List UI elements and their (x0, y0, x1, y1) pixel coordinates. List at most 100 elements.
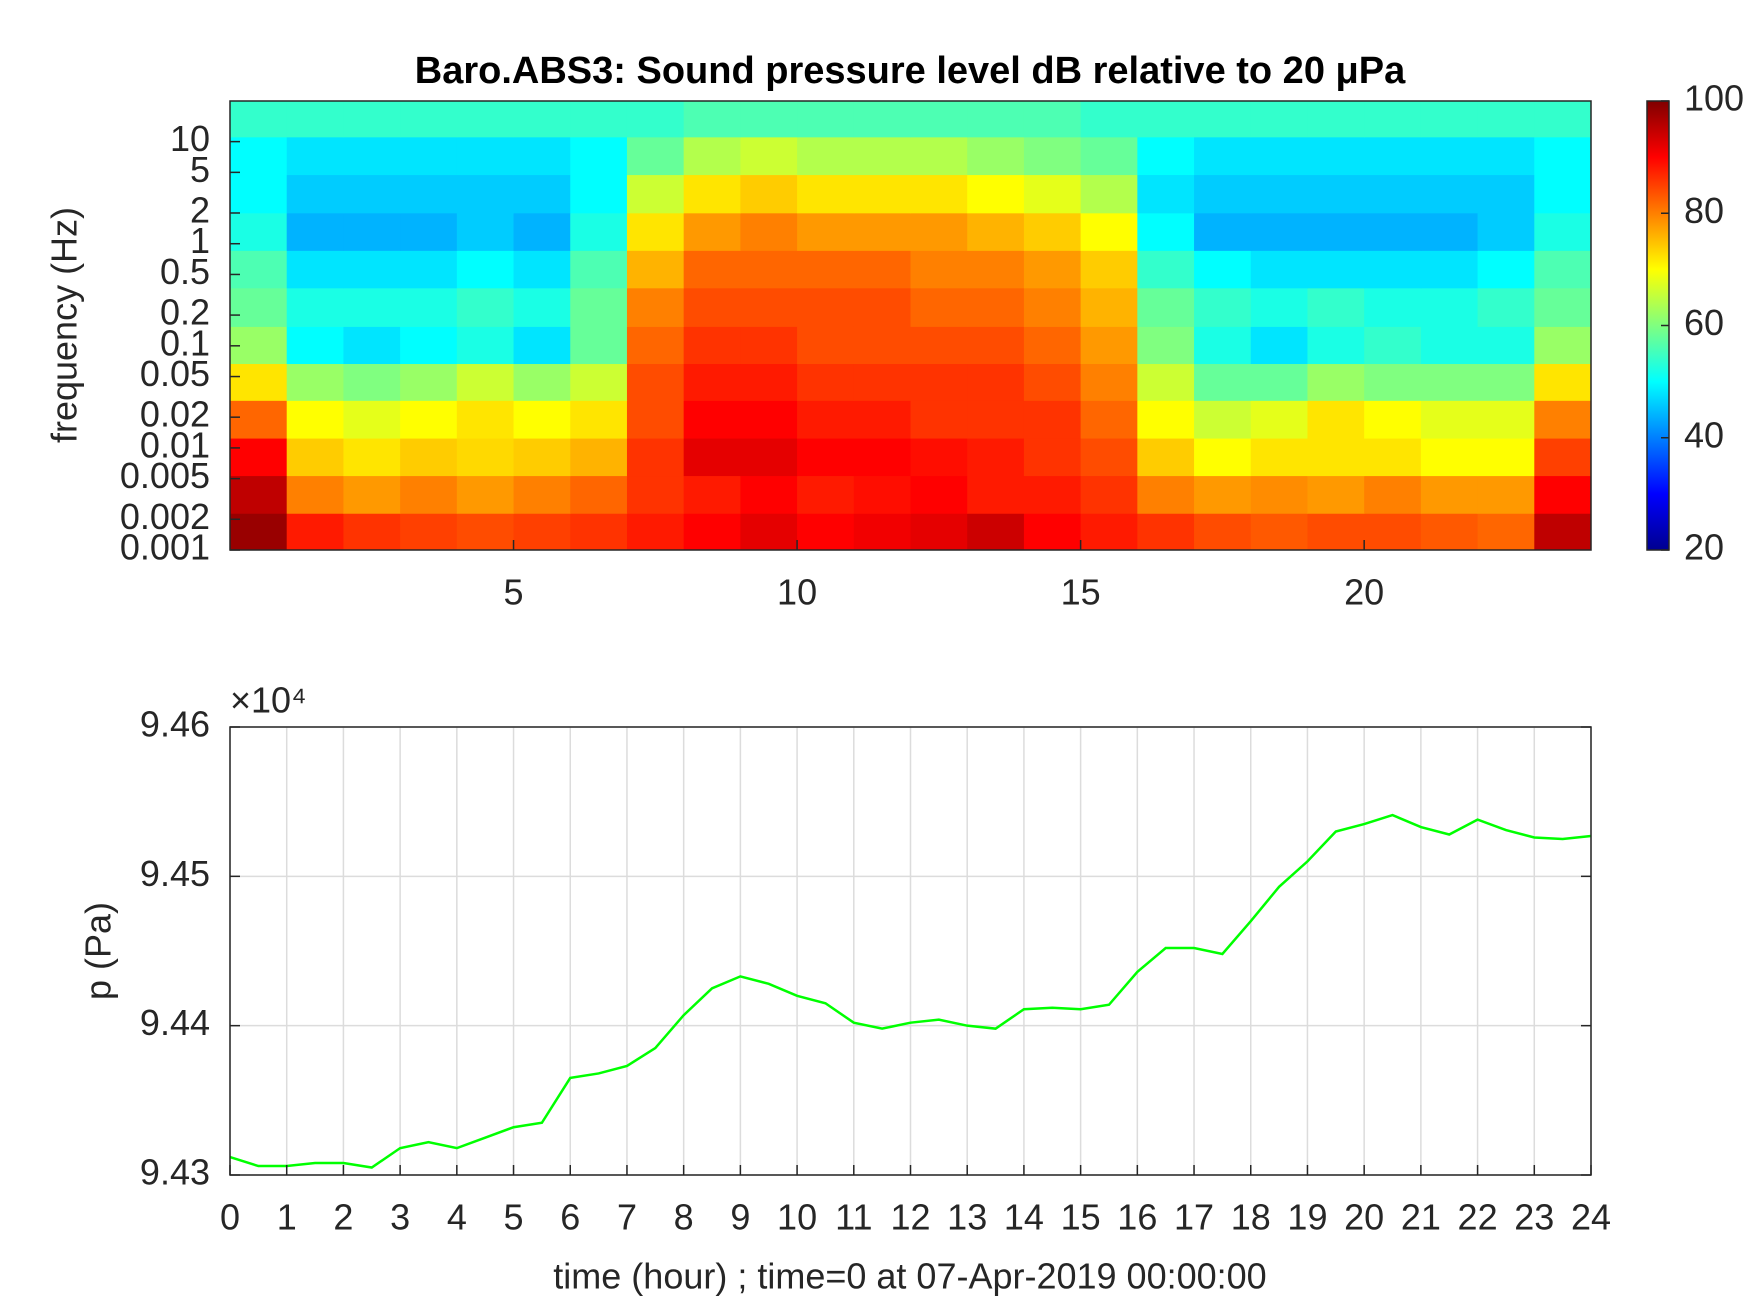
heatmap-cell (456, 136, 515, 176)
heatmap-cell (1194, 363, 1252, 401)
heatmap-cell (400, 326, 458, 365)
heatmap-cell (967, 438, 1025, 477)
y-tick-label: 0.002 (120, 496, 210, 537)
heatmap-cell (1420, 250, 1479, 289)
heatmap-cell (343, 174, 401, 214)
heatmap-cell (400, 400, 458, 439)
heatmap-cell (1307, 438, 1365, 477)
heatmap-cell (343, 400, 401, 439)
heatmap-cell (1250, 136, 1308, 176)
heatmap-cell (1307, 400, 1365, 439)
heatmap-cell (456, 250, 515, 289)
heatmap-cell (286, 287, 344, 327)
heatmap-cell (1307, 513, 1365, 551)
heatmap-cell (740, 475, 798, 514)
y-tick-label: 9.44 (140, 1002, 210, 1043)
heatmap-cell (1307, 136, 1365, 176)
heatmap-cell (456, 101, 515, 138)
heatmap-cell (910, 400, 968, 439)
heatmap-cell (910, 212, 968, 251)
heatmap-cell (1420, 101, 1479, 138)
heatmap-cell (570, 287, 628, 327)
heatmap-cell (1534, 287, 1592, 327)
heatmap-cell (513, 136, 571, 176)
heatmap-cell (910, 136, 968, 176)
heatmap-cell (1023, 513, 1082, 551)
heatmap-cell (967, 136, 1025, 176)
heatmap-cell (1420, 326, 1479, 365)
x-tick-label: 5 (504, 572, 524, 613)
heatmap-cell (1023, 400, 1082, 439)
heatmap-cell (513, 438, 571, 477)
y-tick-label: 0.5 (160, 251, 210, 292)
heatmap-cell (967, 212, 1025, 251)
x-tick-label: 8 (674, 1197, 694, 1238)
heatmap-cell (1420, 174, 1479, 214)
heatmap-cell (1534, 101, 1592, 138)
heatmap-cell (910, 363, 968, 401)
heatmap-cell (1534, 475, 1592, 514)
heatmap-cell (683, 438, 741, 477)
heatmap-cell (1080, 475, 1138, 514)
heatmap-cell (967, 326, 1025, 365)
heatmap-cell (626, 212, 685, 251)
heatmap-cell (1023, 326, 1082, 365)
heatmap-cell (230, 101, 288, 138)
heatmap-cell (343, 326, 401, 365)
heatmap-cell (740, 287, 798, 327)
heatmap-cell (1420, 475, 1479, 514)
heatmap-cell (400, 475, 458, 514)
heatmap-cell (683, 174, 741, 214)
heatmap-cell (740, 212, 798, 251)
heatmap-cell (626, 101, 685, 138)
y-tick-label: 0.1 (160, 322, 210, 363)
heatmap-cell (1420, 438, 1479, 477)
heatmap-cell (910, 174, 968, 214)
heatmap-cell (230, 287, 288, 327)
x-tick-label: 12 (890, 1197, 930, 1238)
x-tick-label: 5 (504, 1197, 524, 1238)
heatmap-cell (1477, 101, 1535, 138)
heatmap-cell (797, 250, 855, 289)
heatmap-cell (740, 326, 798, 365)
heatmap-cell (1364, 174, 1422, 214)
heatmap-cell (1364, 250, 1422, 289)
heatmap-cell (1364, 475, 1422, 514)
heatmap-cell (967, 475, 1025, 514)
heatmap-cell (1307, 212, 1365, 251)
heatmap-cell (343, 136, 401, 176)
heatmap-cell (456, 363, 515, 401)
heatmap-cell (967, 287, 1025, 327)
heatmap-cell (626, 400, 685, 439)
heatmap-cell (967, 250, 1025, 289)
chart-title: Baro.ABS3: Sound pressure level dB relat… (415, 50, 1406, 92)
heatmap-cell (286, 363, 344, 401)
x-tick-label: 3 (390, 1197, 410, 1238)
x-tick-label: 23 (1514, 1197, 1554, 1238)
heatmap-cell (1420, 287, 1479, 327)
heatmap-cell (967, 101, 1025, 138)
heatmap-cell (1080, 287, 1138, 327)
heatmap-cell (967, 400, 1025, 439)
y-tick-label: 0.005 (120, 455, 210, 496)
heatmap-cell (1137, 438, 1195, 477)
heatmap-cell (1023, 212, 1082, 251)
heatmap-cell (1477, 326, 1535, 365)
heatmap-cell (797, 101, 855, 138)
x-tick-label: 10 (777, 572, 817, 613)
heatmap-cell (1307, 287, 1365, 327)
colorbar-tick-label: 40 (1684, 414, 1724, 455)
heatmap-cell (683, 326, 741, 365)
heatmap-cell (1534, 400, 1592, 439)
heatmap-cell (1477, 400, 1535, 439)
heatmap-cell (513, 250, 571, 289)
heatmap-cell (1307, 475, 1365, 514)
x-tick-label: 9 (730, 1197, 750, 1238)
x-tick-label: 13 (947, 1197, 987, 1238)
heatmap-cell (740, 174, 798, 214)
heatmap-cell (570, 174, 628, 214)
heatmap-cell (797, 400, 855, 439)
heatmap-cell (343, 475, 401, 514)
y-tick-label: 1 (190, 220, 210, 261)
heatmap-cell (1364, 212, 1422, 251)
